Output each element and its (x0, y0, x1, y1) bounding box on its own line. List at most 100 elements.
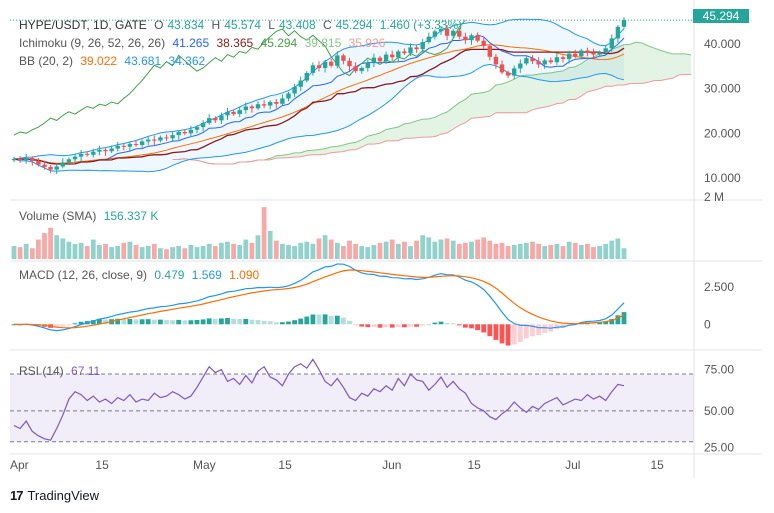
ichimoku-cloud-segment (642, 43, 649, 84)
candle-body (231, 111, 236, 115)
candle-body (438, 29, 444, 32)
volume-bar (23, 243, 29, 259)
volume-bar (444, 238, 450, 259)
macd-histogram-bar (517, 324, 523, 342)
price-tick-label: 20.000 (704, 126, 741, 140)
macd-histogram-bar (127, 318, 133, 325)
volume-bar (334, 242, 340, 259)
candle-body (463, 36, 468, 41)
volume-bar (261, 207, 267, 259)
candle-body (298, 80, 303, 87)
candle-body (548, 60, 553, 63)
macd-histogram-bar (408, 324, 413, 327)
macd-tick-label: 2.500 (704, 280, 734, 294)
ichimoku-cloud-segment (386, 128, 393, 141)
macd-histogram-bar (322, 314, 328, 325)
candle-body (42, 164, 47, 167)
volume-bar (505, 246, 511, 259)
macd-line-value: 1.569 (191, 268, 222, 282)
volume-bar (591, 247, 596, 259)
volume-bar (456, 243, 462, 259)
macd-histogram-bar (261, 320, 267, 325)
macd-histogram-bar (524, 324, 529, 339)
volume-bar (414, 240, 419, 259)
candle-body (414, 47, 419, 50)
tradingview-branding[interactable]: 17 TradingView (10, 488, 99, 503)
volume-bar (249, 242, 255, 259)
ichimoku-cloud-segment (660, 50, 667, 81)
ichimoku-span-a-value: 39.815 (304, 36, 342, 50)
candle-body (292, 86, 297, 94)
macd-histogram-bar (609, 319, 615, 325)
macd-histogram-bar (493, 324, 499, 340)
macd-histogram-bar (402, 324, 407, 328)
candle-body (530, 58, 535, 62)
ichimoku-cloud-segment (428, 117, 435, 138)
volume-bar (475, 239, 480, 259)
macd-histogram-bar (170, 320, 175, 325)
volume-bar (121, 242, 127, 259)
time-tick-label: 15 (95, 458, 109, 472)
ichimoku-cloud-segment (380, 129, 387, 144)
ichimoku-base-value: 38.365 (216, 36, 254, 50)
ichimoku-legend[interactable]: Ichimoku (9, 26, 52, 26, 26) 41.265 38.3… (19, 36, 389, 50)
macd-histogram-bar (72, 323, 78, 325)
macd-histogram-bar (371, 324, 377, 327)
candle-body (390, 54, 395, 58)
candle-body (60, 162, 65, 167)
volume-bar (292, 246, 297, 259)
volume-sma-value: 156.337 K (103, 209, 159, 223)
ichimoku-cloud-segment (630, 42, 637, 84)
volume-bar (408, 246, 413, 259)
candle-body (249, 106, 255, 109)
ichimoku-cloud-segment (465, 94, 472, 123)
macd-histogram-bar (383, 324, 389, 328)
candle-body (78, 153, 84, 157)
volume-bar (511, 244, 517, 259)
candle-body (499, 64, 505, 73)
volume-bar (347, 240, 352, 259)
bb-label: BB (20, 2) (19, 54, 74, 68)
macd-histogram-bar (273, 322, 279, 325)
candle-body (66, 159, 72, 163)
high-label: H (211, 18, 221, 32)
macd-histogram-bar (542, 324, 548, 333)
ichimoku-cloud-segment (331, 146, 338, 153)
macd-histogram-bar (438, 321, 444, 325)
candle-body (316, 65, 322, 68)
macd-histogram-bar (432, 322, 438, 325)
macd-legend[interactable]: MACD (12, 26, close, 9) 0.479 1.569 1.09… (19, 268, 263, 282)
macd-histogram-bar (206, 318, 212, 325)
ichimoku-cloud-segment (410, 120, 417, 139)
volume-bar (615, 238, 621, 259)
price-tick-label: 10.000 (704, 171, 741, 185)
ichimoku-cloud-segment (337, 144, 344, 153)
volume-bar (267, 230, 273, 259)
candle-body (420, 42, 425, 50)
bb-legend[interactable]: BB (20, 2) 39.022 43.681 34.362 (19, 54, 209, 68)
volume-bar (621, 248, 627, 259)
macd-histogram-bar (475, 324, 480, 331)
ichimoku-cloud-segment (550, 71, 557, 106)
macd-histogram-bar (365, 324, 371, 328)
macd-histogram-bar (292, 320, 297, 325)
volume-bar (139, 247, 145, 259)
candle-body (359, 67, 364, 72)
candle-body (207, 118, 212, 124)
macd-histogram-bar (463, 324, 468, 328)
volume-legend[interactable]: Volume (SMA) 156.337 K (19, 209, 162, 223)
volume-bar (158, 248, 163, 259)
candle-body (146, 139, 151, 142)
bb-lower-value: 34.362 (168, 54, 206, 68)
candle-body (133, 144, 139, 146)
volume-bar (115, 246, 121, 259)
ichimoku-cloud-segment (319, 148, 326, 155)
open-value: 43.834 (167, 18, 205, 32)
rsi-legend[interactable]: RSI (14) 67.11 (19, 364, 104, 378)
ichimoku-cloud-segment (325, 146, 332, 155)
candle-body (444, 29, 450, 36)
ichimoku-cloud-segment (441, 111, 448, 135)
ichimoku-cloud-segment (532, 74, 539, 110)
